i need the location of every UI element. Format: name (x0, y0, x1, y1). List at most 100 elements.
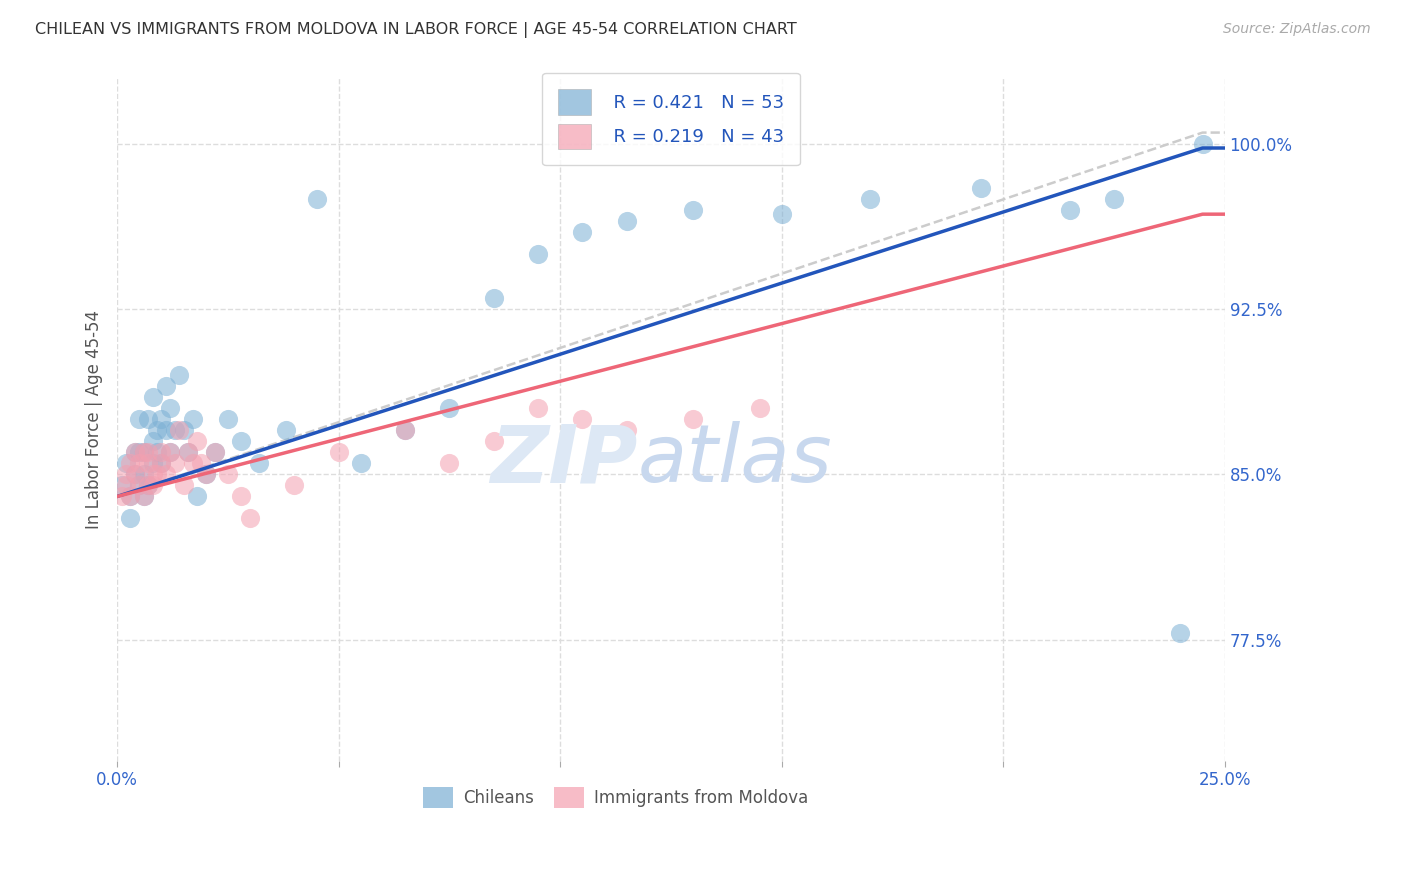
Point (616, 423, 638, 437)
Point (128, 412, 150, 426)
Point (181, 412, 204, 426)
Point (132, 445, 155, 459)
Point (136, 478, 159, 492)
Point (124, 445, 146, 459)
Point (247, 456, 270, 470)
Point (194, 467, 217, 482)
Point (682, 202, 704, 217)
Point (204, 445, 226, 459)
Point (439, 401, 461, 416)
Point (159, 445, 181, 459)
Point (682, 412, 704, 426)
Point (142, 434, 165, 449)
Point (142, 390, 165, 404)
Point (328, 445, 350, 459)
Point (394, 423, 416, 437)
Point (115, 456, 138, 470)
Point (115, 467, 138, 482)
Point (146, 445, 169, 459)
Point (142, 478, 165, 492)
Point (239, 511, 262, 525)
Point (155, 379, 177, 393)
Point (616, 214, 638, 228)
Point (167, 368, 190, 383)
Point (159, 401, 181, 416)
Point (1059, 202, 1081, 217)
Point (482, 291, 505, 305)
Point (159, 445, 181, 459)
Point (204, 445, 226, 459)
Point (1191, 136, 1213, 151)
Point (124, 467, 146, 482)
Point (194, 467, 217, 482)
Point (181, 456, 204, 470)
Point (274, 423, 297, 437)
Point (146, 423, 169, 437)
Text: CHILEAN VS IMMIGRANTS FROM MOLDOVA IN LABOR FORCE | AGE 45-54 CORRELATION CHART: CHILEAN VS IMMIGRANTS FROM MOLDOVA IN LA… (35, 22, 797, 38)
Point (177, 445, 200, 459)
Point (186, 434, 208, 449)
Legend: Chileans, Immigrants from Moldova: Chileans, Immigrants from Moldova (416, 780, 815, 814)
Text: atlas: atlas (638, 421, 832, 500)
Point (1102, 192, 1125, 206)
Point (136, 478, 159, 492)
Point (150, 412, 173, 426)
Point (128, 478, 150, 492)
Point (231, 490, 253, 504)
Point (217, 467, 239, 482)
Point (150, 456, 173, 470)
Point (173, 478, 195, 492)
Point (142, 467, 165, 482)
Point (120, 456, 142, 470)
Point (527, 401, 550, 416)
Point (132, 467, 155, 482)
Point (970, 180, 993, 194)
Point (439, 456, 461, 470)
Point (173, 423, 195, 437)
Point (571, 412, 593, 426)
Point (770, 207, 793, 221)
Point (142, 456, 165, 470)
Y-axis label: In Labor Force | Age 45-54: In Labor Force | Age 45-54 (86, 310, 103, 529)
Point (859, 192, 882, 206)
Point (111, 490, 134, 504)
Point (167, 423, 190, 437)
Point (146, 467, 169, 482)
Point (124, 445, 146, 459)
Point (163, 456, 186, 470)
Point (136, 456, 159, 470)
Text: Source: ZipAtlas.com: Source: ZipAtlas.com (1223, 22, 1371, 37)
Point (132, 445, 155, 459)
Point (115, 478, 138, 492)
Text: ZIP: ZIP (491, 421, 638, 500)
Point (120, 511, 142, 525)
Point (571, 225, 593, 239)
Point (155, 467, 177, 482)
Point (283, 478, 305, 492)
Point (132, 490, 155, 504)
Point (128, 445, 150, 459)
Point (124, 467, 146, 482)
Point (350, 456, 373, 470)
Point (155, 423, 177, 437)
Point (748, 401, 770, 416)
Point (111, 478, 134, 492)
Point (482, 434, 505, 449)
Point (136, 445, 159, 459)
Point (527, 247, 550, 261)
Point (231, 434, 253, 449)
Point (120, 490, 142, 504)
Point (150, 445, 173, 459)
Point (177, 445, 200, 459)
Point (217, 412, 239, 426)
Point (186, 490, 208, 504)
Point (128, 478, 150, 492)
Point (136, 412, 159, 426)
Point (394, 423, 416, 437)
Point (150, 456, 173, 470)
Point (190, 456, 212, 470)
Point (128, 456, 150, 470)
Point (305, 192, 328, 206)
Point (132, 490, 155, 504)
Point (163, 423, 186, 437)
